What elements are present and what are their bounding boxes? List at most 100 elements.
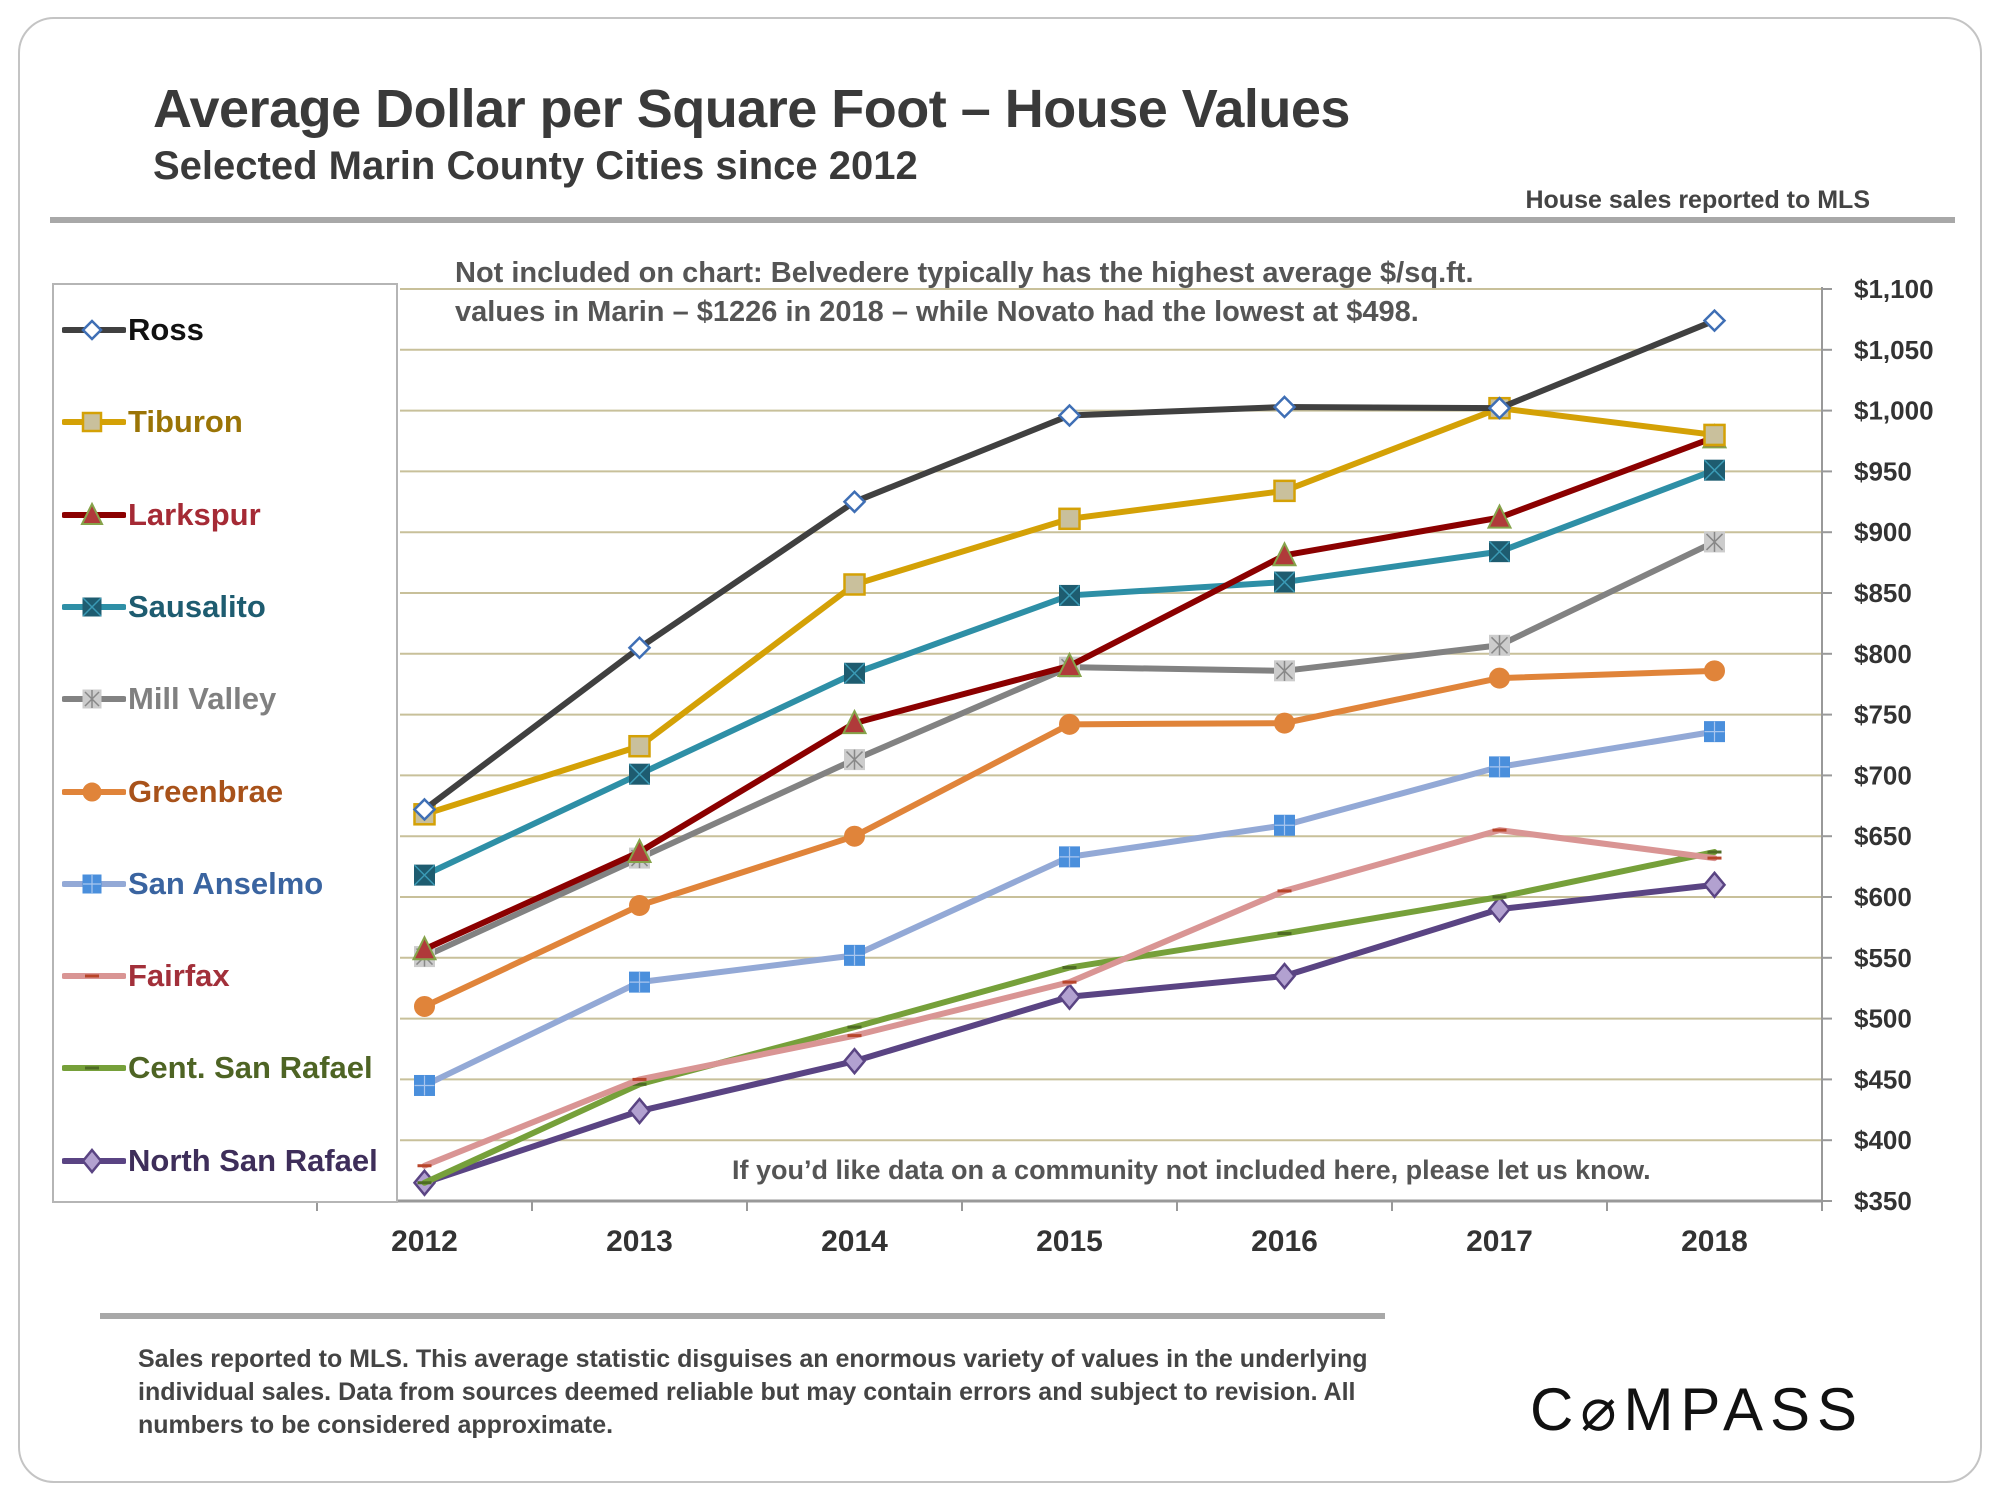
data-point [841, 708, 868, 735]
x-tick-label: 2013 [606, 1225, 673, 1258]
diamond-marker [1272, 395, 1297, 419]
legend-item: Sausalito [54, 587, 266, 627]
footer-divider [100, 1313, 1385, 1319]
data-point [1059, 846, 1080, 868]
circle-marker [1489, 667, 1510, 689]
data-point [844, 749, 865, 771]
series-line [421, 405, 1718, 818]
dash-marker [1277, 889, 1292, 893]
series-cent-san-rafael [417, 849, 1722, 1186]
data-point [1703, 459, 1726, 481]
series-ross [412, 308, 1727, 822]
data-point [1056, 651, 1083, 677]
data-point [1277, 889, 1292, 893]
data-point [632, 1082, 647, 1086]
square-marker [81, 412, 103, 433]
data-point [843, 662, 866, 684]
data-point [626, 837, 653, 864]
dash-marker [847, 1034, 862, 1038]
square-plus-marker [1274, 814, 1295, 836]
dash-marker [1492, 895, 1507, 899]
data-point [1277, 931, 1292, 935]
diamond-marker [842, 1047, 867, 1076]
data-point [1707, 850, 1722, 854]
y-tick-label: $700 [1854, 760, 1912, 790]
circle-marker [844, 825, 865, 847]
diamond-marker [1487, 895, 1512, 924]
excluded-cities-note: Not included on chart: Belvedere typical… [455, 254, 1474, 332]
data-point [627, 1097, 652, 1125]
diamond-marker [627, 635, 652, 660]
diamond-marker [1272, 962, 1297, 990]
data-point [414, 1074, 435, 1096]
legend-item: Fairfax [54, 956, 230, 996]
legend-label: Fairfax [128, 958, 230, 994]
y-tick-label: $850 [1854, 578, 1912, 608]
data-point [1273, 479, 1296, 503]
legend-swatch-icon [62, 782, 126, 801]
dash-marker [1492, 828, 1507, 832]
data-point [1487, 396, 1512, 420]
square-marker [628, 734, 651, 758]
circle-marker [1059, 713, 1080, 735]
data-point [1274, 814, 1295, 836]
y-tick-label: $400 [1854, 1125, 1912, 1155]
square-marker [1058, 507, 1081, 531]
legend-item: North San Rafael [54, 1141, 378, 1181]
legend-swatch-icon [62, 1065, 126, 1072]
dash-marker [417, 1181, 432, 1185]
data-point [1492, 895, 1507, 899]
data-point [1059, 713, 1080, 735]
data-point [414, 995, 435, 1017]
legend-swatch-icon [62, 973, 126, 980]
diamond-marker [1702, 870, 1727, 899]
series-lines [411, 308, 1728, 1197]
data-point [411, 935, 438, 961]
dash-marker [85, 1066, 99, 1070]
data-point [1486, 503, 1513, 529]
diamond-marker [81, 1147, 103, 1174]
x-tick-label: 2015 [1036, 1225, 1103, 1258]
circle-marker [629, 895, 650, 917]
data-point [842, 1047, 867, 1076]
y-tick-label: $650 [1854, 821, 1912, 851]
series-larkspur [411, 423, 1728, 961]
chart-legend: Ross Tiburon Larkspur Sausalito Mill Valley G… [52, 283, 398, 1203]
y-tick-label: $550 [1854, 943, 1912, 973]
diamond-marker [412, 797, 437, 822]
triangle-marker [1056, 651, 1083, 677]
data-point [1489, 756, 1510, 778]
data-point [632, 1077, 647, 1081]
data-point [844, 944, 865, 966]
data-point [1487, 895, 1512, 924]
series-line [421, 317, 1718, 813]
legend-label: Cent. San Rafael [128, 1050, 373, 1086]
legend-swatch-icon [62, 1147, 126, 1174]
data-point [1272, 962, 1297, 990]
square-asterisk-marker [82, 689, 102, 709]
data-point [847, 1025, 862, 1029]
legend-item: Mill Valley [54, 679, 276, 719]
data-point [1062, 966, 1077, 970]
y-tick-label: $500 [1854, 1004, 1912, 1034]
square-plus-marker [844, 944, 865, 966]
square-asterisk-marker [1489, 634, 1510, 656]
square-plus-marker [1489, 756, 1510, 778]
data-point [1489, 667, 1510, 689]
legend-swatch-icon [62, 689, 126, 709]
data-request-note: If you’d like data on a community not in… [732, 1155, 1651, 1185]
data-point [1703, 423, 1726, 447]
circle-marker [1704, 660, 1725, 682]
data-point [1704, 660, 1725, 682]
dash-marker [1062, 980, 1077, 984]
excluded-note-line-1: Not included on chart: Belvedere typical… [455, 257, 1474, 289]
legend-label: Larkspur [128, 496, 261, 532]
triangle-marker [1486, 503, 1513, 529]
x-tick-label: 2012 [391, 1225, 458, 1258]
data-point [1058, 584, 1081, 606]
x-tick-label: 2016 [1251, 1225, 1318, 1258]
legend-item: Cent. San Rafael [54, 1048, 373, 1088]
diamond-marker [1487, 396, 1512, 420]
data-point [629, 895, 650, 917]
dash-marker [1707, 856, 1722, 860]
